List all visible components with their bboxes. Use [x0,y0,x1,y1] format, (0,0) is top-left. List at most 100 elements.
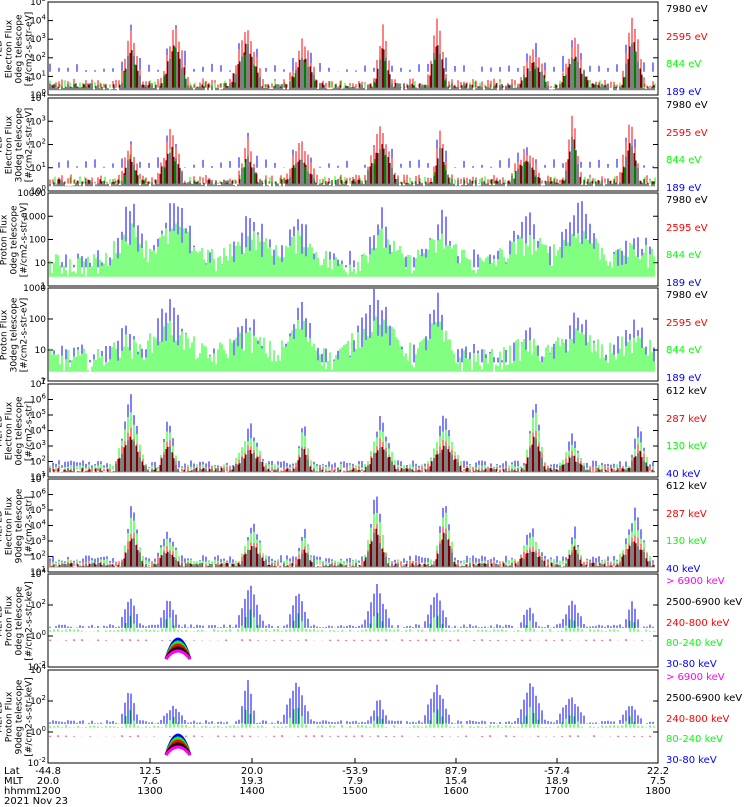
ylabel-line: [#/cm2-s-str-eV] [19,297,29,372]
footer-lat-value: -53.9 [342,766,368,777]
ytick-label: 104 [30,14,46,27]
legend-entry: > 6900 keV [666,576,725,587]
legend-entry: 844 eV [666,155,702,167]
legend-entry: 130 keV [666,441,707,453]
panel-3: 10000 1000 100 10 1 [17,189,659,292]
footer-lat-value: -44.8 [35,766,61,777]
ytick-label: 102 [30,694,46,707]
panel-ylabel: TED Electron Flux 30deg telescope [#/cm2-s-… [0,98,34,191]
footer-lat-value: -57.4 [544,766,570,777]
footer-mlt-value: 7.5 [650,776,666,787]
cusp-dome [164,745,192,756]
ytick-label: 102 [30,138,46,151]
panel-ylabel: MEPED Proton Flux 90deg telescope [#/cm2-s-… [0,670,34,763]
ytick-label: 100 [30,725,46,738]
panel-ylabel: MEPED Proton Flux 0deg telescope [#/cm2-s-s… [0,574,34,667]
footer-mlt-value: 20.0 [36,776,60,787]
ylabel-line: Proton Flux [4,595,14,646]
panel-ylabel: Proton Flux 30deg telescope [#/cm2-s-str-e… [0,288,29,381]
legend-entry: 844 eV [666,59,702,71]
panel-frame [47,1,659,96]
ytick-label: 107 [30,472,46,485]
ytick-label: 104 [30,567,46,580]
ytick-label: 105 [30,408,46,421]
legend-entry: 612 keV [666,386,707,397]
footer-hhmm-value: 1700 [544,786,570,797]
panel-frame [47,573,659,668]
footer-hhmm-value: 1800 [645,786,671,797]
ytick-label: 105 [30,0,46,8]
legend-entry: 7980 eV [666,100,708,111]
ylabel-line: [#/cm2-s-str] [24,495,34,556]
ytick-label: 100 [30,184,46,197]
footer-lat-value: 87.9 [444,766,468,777]
footer-row-label: MLT [4,776,23,787]
ytick-label: 107 [30,377,46,390]
ytick-label: 104 [30,424,46,437]
ylabel-line: MEPED [0,604,4,637]
legend-entry: 30-80 keV [666,659,717,670]
panel-ylabel: MEPED Electron Flux 0deg telescope [#/cm2-s… [0,384,34,477]
ylabel-line: Proton Flux [0,214,9,265]
ytick-label: 102 [30,550,46,563]
ylabel-line: Proton Flux [0,309,9,360]
legend-entry: 844 eV [666,345,702,357]
ylabel-line: [#/cm2-s-str-eV] [24,11,34,86]
ytick-label: 102 [30,51,46,64]
panel-frame [47,287,659,382]
ylabel-line: 90deg telescope [14,679,24,754]
ytick-label: 101 [30,69,46,82]
legend-entry: 240-800 keV [666,617,730,629]
ylabel-line: 0deg telescope [14,13,24,84]
ytick-label: 102 [30,598,46,611]
panel-ylabel: TED Electron Flux 0deg telescope [#/cm2-s-s… [0,2,34,95]
ylabel-line: TED [0,135,4,154]
ylabel-line: MEPED [0,414,4,447]
ylabel-line: Electron Flux [4,401,14,460]
ytick-label: 101 [30,565,46,578]
panel-ylabel: MEPED Electron Flux 90deg telescope [#/cm2-… [0,479,34,572]
ylabel-line: 0deg telescope [14,585,24,656]
legend-entry: 2595 eV [666,31,708,43]
footer-lat-value: 12.5 [138,766,162,777]
legend-entry: 80-240 keV [666,638,724,650]
ytick-label: 10 [35,259,47,269]
footer-hhmm-value: 1600 [443,786,469,797]
ytick-label: 100 [30,88,46,101]
ylabel-line: [#/cm2-s-str-keV] [24,676,34,757]
footer-row-label: Lat [4,766,20,777]
ylabel-line: 90deg telescope [14,488,24,563]
ytick-label: 100 [30,629,46,642]
ylabel-line: Electron Flux [4,115,14,174]
ytick-label: 104 [30,519,46,532]
legend-entry: 2595 eV [666,222,708,234]
ytick-label: 103 [30,439,46,452]
ytick-label: 10000 [17,189,46,199]
legend-entry: 7980 eV [666,195,708,206]
footer-hhmm-value: 1300 [137,786,163,797]
ylabel-line: Electron Flux [4,496,14,555]
ylabel-line: TED [0,39,4,58]
ylabel-line: Electron Flux [4,19,14,78]
ylabel-line: MEPED [0,509,4,542]
ylabel-line: Proton Flux [4,691,14,742]
ytick-label: 1 [40,377,46,387]
ytick-label: 101 [30,470,46,483]
panel-4: 1000 100 10 1 [23,284,659,387]
ytick-label: 102 [30,455,46,468]
footer-mlt-value: 19.3 [240,776,264,787]
footer-hhmm-value: 1400 [239,786,265,797]
legend-entry: 2595 eV [666,127,708,139]
ylabel-line: MEPED [0,700,4,733]
legend-entry: 30-80 keV [666,755,717,766]
footer-lat-value: 22.2 [646,766,670,777]
legend-entry: 2500-6900 keV [666,596,743,608]
legend-entry: 844 eV [666,250,702,262]
footer-hhmm-value: 1200 [35,786,61,797]
footer-hhmm-value: 1500 [342,786,368,797]
ytick-label: 105 [30,503,46,516]
ylabel-line: 30deg telescope [14,107,24,182]
footer-mlt-value: 15.4 [444,776,468,787]
ytick-label: 1000 [23,284,46,294]
